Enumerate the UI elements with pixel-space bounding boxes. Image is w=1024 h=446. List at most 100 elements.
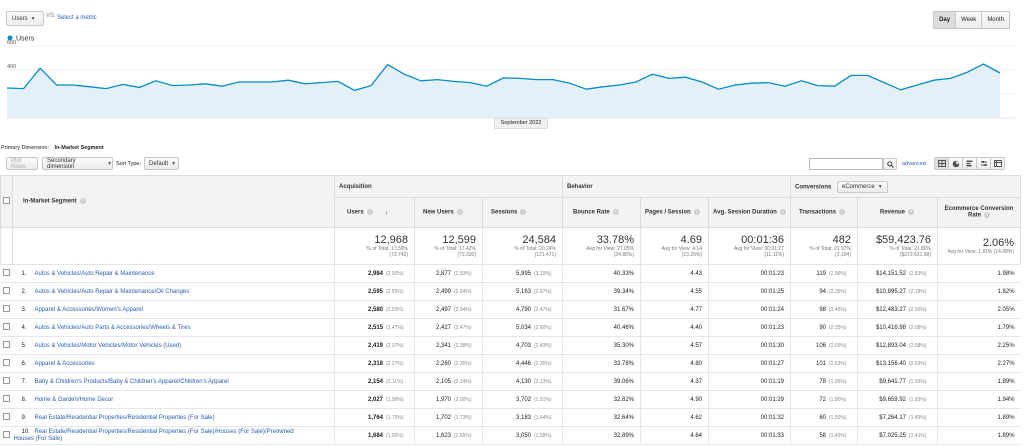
users-pct: (1.99%) [386,396,404,403]
row-select-cell [0,390,13,409]
pages-session-cell: 4.37 [640,372,709,391]
metric-select[interactable]: Users ▼ [6,11,44,26]
revenue-value: $7,264.17 [879,414,906,421]
avg-duration-cell: 00:01:27 [708,354,791,373]
select-all-checkbox[interactable] [3,197,10,204]
plot-rows-button[interactable]: Plot Rows [6,157,38,170]
col-header-users[interactable]: Users? ↓ [334,197,415,228]
bounce-rate-value: 32.89% [613,432,634,439]
conversion-rate-value: 1.89% [997,414,1015,421]
table-row: 7. Baby & Children's Products/Baby & Chil… [0,372,1021,391]
row-checkbox[interactable] [3,377,10,384]
help-icon[interactable]: ? [366,209,373,216]
col-header-avg-duration[interactable]: Avg. Session Duration? [708,197,791,228]
view-comparison-button[interactable] [976,157,991,170]
help-icon[interactable]: ? [779,209,786,216]
view-pivot-button[interactable] [990,157,1005,170]
row-checkbox[interactable] [3,413,10,420]
col-header-bounce-rate[interactable]: Bounce Rate? [562,197,641,228]
total-value: 4.69 [680,234,702,246]
segment-link[interactable]: Apparel & Accessories [34,360,95,367]
col-header-revenue[interactable]: Revenue? [857,197,938,228]
granularity-day-button[interactable]: Day [933,11,957,29]
col-header-conversion-rate-label: Ecommerce Conversion Rate [944,206,1014,219]
sort-desc-icon[interactable]: ↓ [384,209,388,216]
col-header-sessions[interactable]: Sessions? [482,197,563,228]
new-users-cell: 1,970 (2.00%) [414,390,483,409]
row-checkbox[interactable] [3,269,10,276]
sort-type-select[interactable]: Default ▼ [144,157,179,170]
sessions-cell: 5,163 (2.67%) [482,282,563,301]
conversion-type-value: eCommerce [842,183,875,190]
view-table-button[interactable] [934,157,949,170]
help-icon[interactable]: ? [839,209,846,216]
help-icon[interactable]: ? [984,212,991,219]
transactions-cell: 60 (1.50%) [790,408,858,427]
segment-link[interactable]: Autos & Vehicles/Auto Repair & Maintenan… [34,288,190,295]
conversion-rate-value: 1.79% [997,324,1015,331]
conversion-type-select[interactable]: eCommerce ▼ [837,180,888,193]
help-icon[interactable]: ? [693,209,700,216]
granularity-month-button[interactable]: Month [981,11,1010,29]
dimension-header[interactable]: In-Market Segment? [12,175,335,228]
revenue-value: $7,025.25 [879,432,906,439]
sessions-cell: 5,995 (3.10%) [482,264,563,283]
row-checkbox[interactable] [3,287,10,294]
advanced-link[interactable]: advanced [902,161,926,167]
segment-link[interactable]: Home & Garden/Home Decor [34,396,114,403]
avg-duration-cell: 00:01:24 [708,300,791,319]
table-search-input[interactable] [809,158,883,170]
row-checkbox[interactable] [3,341,10,348]
granularity-week-button[interactable]: Week [955,11,983,29]
col-header-conversion-rate[interactable]: Ecommerce Conversion Rate? [936,197,1022,228]
help-icon[interactable]: ? [79,198,86,205]
secondary-dimension-select[interactable]: Secondary dimension ▼ [42,157,113,170]
sessions-pct: (2.43%) [534,342,552,349]
total-cell: 00:01:36 Avg for View: 00:01:27 (11.11%) [708,227,791,265]
view-performance-button[interactable] [962,157,977,170]
row-select-cell [0,372,13,391]
revenue-pct: (1.93%) [909,378,927,385]
transactions-pct: (1.50%) [829,414,847,421]
transactions-pct: (2.96%) [829,270,847,277]
users-pct: (2.27%) [386,360,404,367]
total-sub-2: (24.88%) [613,252,634,258]
col-header-transactions[interactable]: Transactions? [790,197,858,228]
search-button[interactable] [883,158,897,170]
segment-link[interactable]: Real Estate/Residential Properties/Resid… [34,414,215,421]
row-checkbox[interactable] [3,431,10,438]
segment-link[interactable]: Autos & Vehicles/Auto Repair & Maintenan… [34,270,155,277]
select-metric-link[interactable]: Select a metric [57,15,97,21]
row-number: 6. [21,360,27,367]
behavior-label: Behavior [567,183,593,190]
row-number: 7. [21,378,27,385]
help-icon[interactable]: ? [908,209,915,216]
users-cell: 2,580 (2.53%) [334,300,415,319]
col-header-pages-session[interactable]: Pages / Session? [640,197,709,228]
help-icon[interactable]: ? [612,209,619,216]
row-checkbox[interactable] [3,323,10,330]
pages-session-cell: 4.80 [640,354,709,373]
total-sub-1: % of Total: 20.24% [514,246,556,252]
segment-link[interactable]: Autos & Vehicles/Motor Vehicles/Motor Ve… [34,342,182,349]
view-pie-button[interactable] [948,157,963,170]
help-icon[interactable]: ? [520,209,527,216]
segment-link[interactable]: Autos & Vehicles/Auto Parts & Accessorie… [34,324,191,331]
row-checkbox[interactable] [3,305,10,312]
row-checkbox[interactable] [3,359,10,366]
x-axis-label-text: September 2022 [500,120,542,126]
bounce-rate-value: 31.67% [613,306,634,313]
users-pct: (1.65%) [386,432,404,439]
segment-link[interactable]: Baby & Children's Products/Baby & Childr… [34,378,229,385]
help-icon[interactable]: ? [456,209,463,216]
new-users-value: 2,499 [435,288,451,295]
segment-link[interactable]: Apparel & Accessories/Women's Apparel [34,306,143,313]
col-header-new-users[interactable]: New Users? [414,197,483,228]
segment-link[interactable]: Real Estate/Residential Properties/Resid… [13,428,294,442]
total-sub-2: (11.11%) [764,252,784,258]
new-users-cell: 1,702 (1.73%) [414,408,483,427]
transactions-cell: 98 (2.45%) [790,300,858,319]
row-number: 4. [21,324,27,331]
row-checkbox[interactable] [3,395,10,402]
avg-duration-value: 00:01:27 [760,360,784,367]
